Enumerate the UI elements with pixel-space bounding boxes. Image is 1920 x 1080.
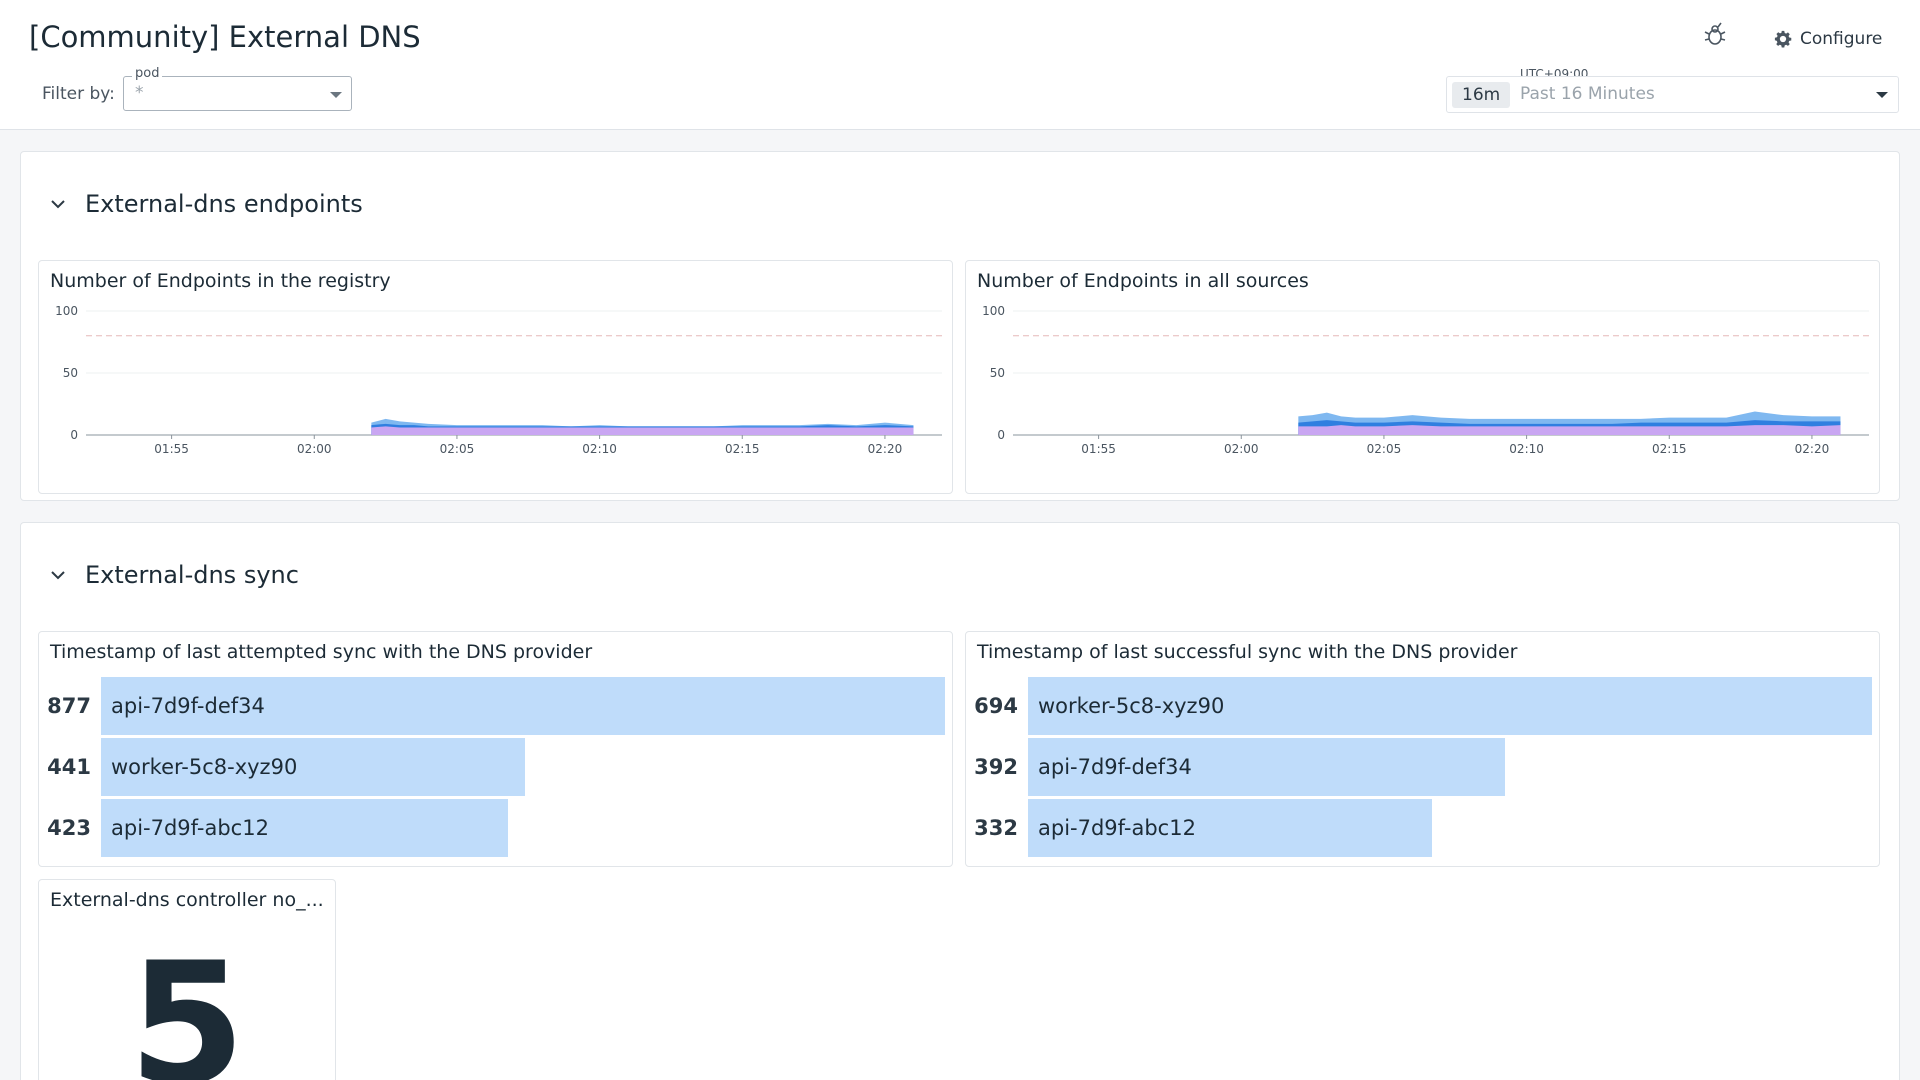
bar-value: 423 [47, 816, 91, 840]
group-sync: External-dns sync Timestamp of last atte… [20, 522, 1900, 1080]
x-tick-label: 02:15 [725, 442, 760, 456]
bar-label: worker-5c8-xyz90 [1038, 694, 1225, 718]
pod-filter-name: pod [132, 66, 163, 81]
x-tick-label: 02:20 [1795, 442, 1830, 456]
list-item[interactable]: 877 api-7d9f-def34 [47, 677, 946, 738]
timeseries-chart[interactable]: 0 50 100 01:55 02:00 02:05 02:10 02:15 02:20 [39, 301, 952, 493]
dashboard-title: [Community] External DNS [29, 20, 421, 54]
widget-endpoints-registry: Number of Endpoints in the registry 0 50 1… [38, 260, 953, 494]
bar [1028, 677, 1872, 735]
y-tick-label: 0 [70, 428, 78, 442]
y-tick-label: 100 [55, 304, 78, 318]
series-area-0 [371, 426, 914, 435]
chevron-down-icon [330, 92, 342, 98]
y-tick-label: 50 [990, 366, 1005, 380]
bar-label: api-7d9f-def34 [1038, 755, 1192, 779]
pod-filter-select[interactable]: pod * [123, 66, 352, 111]
bar-label: worker-5c8-xyz90 [111, 755, 298, 779]
pod-filter-value: * [135, 83, 144, 103]
widget-controller-no-op: External-dns controller no_... 5 [38, 879, 336, 1080]
widget-title: External-dns controller no_... [50, 889, 324, 911]
gear-icon [1774, 30, 1792, 48]
time-range-text: Past 16 Minutes [1520, 84, 1655, 104]
group-endpoints: External-dns endpoints Number of Endpoin… [20, 151, 1900, 501]
x-tick-label: 02:20 [868, 442, 903, 456]
toplist: 694 worker-5c8-xyz90 392 api-7d9f-def34 332 a… [974, 677, 1873, 860]
x-tick-label: 01:55 [1081, 442, 1116, 456]
chevron-down-icon [51, 571, 65, 580]
y-tick-label: 50 [63, 366, 78, 380]
bar-label: api-7d9f-abc12 [111, 816, 269, 840]
list-item[interactable]: 392 api-7d9f-def34 [974, 738, 1873, 799]
bar [1028, 799, 1432, 857]
dashboard-header: [Community] External DNS Filter by: pod … [0, 0, 1920, 130]
bar-value: 441 [47, 755, 91, 779]
widget-last-successful-sync: Timestamp of last successful sync with t… [965, 631, 1880, 867]
x-tick-label: 02:05 [440, 442, 475, 456]
bar-value: 877 [47, 694, 91, 718]
group-title: External-dns endpoints [85, 190, 363, 218]
y-tick-label: 0 [997, 428, 1005, 442]
x-tick-label: 02:10 [1509, 442, 1544, 456]
configure-button[interactable]: Configure [1774, 26, 1882, 52]
widget-title: Number of Endpoints in all sources [977, 270, 1309, 292]
list-item[interactable]: 694 worker-5c8-xyz90 [974, 677, 1873, 738]
x-tick-label: 02:10 [582, 442, 617, 456]
x-tick-label: 02:15 [1652, 442, 1687, 456]
x-tick-label: 01:55 [154, 442, 189, 456]
query-value: 5 [128, 926, 246, 1080]
widget-endpoints-sources: Number of Endpoints in all sources 0 50 10… [965, 260, 1880, 494]
filter-label: Filter by: [42, 84, 115, 104]
bar-value: 694 [974, 694, 1018, 718]
widget-title: Timestamp of last successful sync with t… [977, 641, 1518, 663]
bar-label: api-7d9f-abc12 [1038, 816, 1196, 840]
widget-last-attempted-sync: Timestamp of last attempted sync with th… [38, 631, 953, 867]
configure-label: Configure [1800, 29, 1883, 49]
list-item[interactable]: 441 worker-5c8-xyz90 [47, 738, 946, 799]
x-tick-label: 02:05 [1367, 442, 1402, 456]
chevron-down-icon [51, 200, 65, 209]
bar [1028, 738, 1505, 796]
widget-title: Timestamp of last attempted sync with th… [50, 641, 593, 663]
time-range-picker[interactable]: 16m Past 16 Minutes [1446, 76, 1899, 113]
bar-value: 332 [974, 816, 1018, 840]
bug-icon[interactable] [1702, 22, 1728, 48]
toplist: 877 api-7d9f-def34 441 worker-5c8-xyz90 423 a… [47, 677, 946, 860]
group-header[interactable]: External-dns endpoints [49, 190, 363, 218]
series-area-0 [1298, 425, 1841, 435]
group-header[interactable]: External-dns sync [49, 561, 299, 589]
bar-value: 392 [974, 755, 1018, 779]
list-item[interactable]: 332 api-7d9f-abc12 [974, 799, 1873, 860]
bar [101, 677, 945, 735]
y-tick-label: 100 [982, 304, 1005, 318]
list-item[interactable]: 423 api-7d9f-abc12 [47, 799, 946, 860]
timeseries-chart[interactable]: 0 50 100 01:55 02:00 02:05 02:10 02:15 02:20 [966, 301, 1879, 493]
bar [101, 738, 526, 796]
chevron-down-icon [1876, 92, 1888, 98]
bar [101, 799, 509, 857]
x-tick-label: 02:00 [1224, 442, 1259, 456]
widget-title: Number of Endpoints in the registry [50, 270, 391, 292]
group-title: External-dns sync [85, 561, 299, 589]
bar-label: api-7d9f-def34 [111, 694, 265, 718]
time-range-chip: 16m [1452, 82, 1511, 108]
x-tick-label: 02:00 [297, 442, 332, 456]
